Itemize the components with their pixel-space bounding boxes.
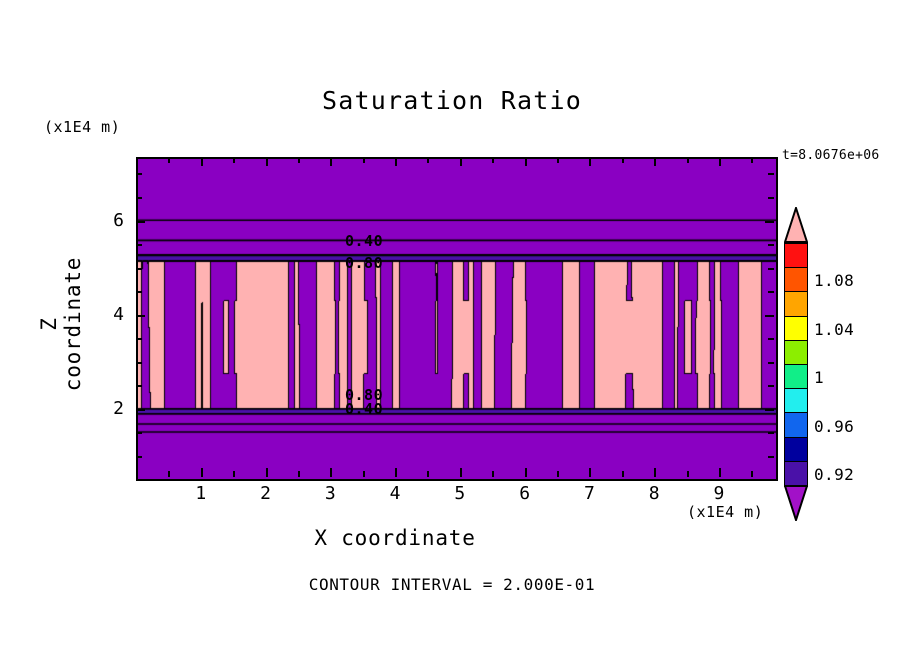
- colorbar-segment: [784, 315, 808, 342]
- x-tick-label: 2: [260, 483, 271, 504]
- colorbar-segment: [784, 291, 808, 318]
- colorbar-segment: [784, 436, 808, 463]
- colorbar-tick-label: 1.08: [814, 271, 855, 291]
- contour-interval-caption: CONTOUR INTERVAL = 2.000E-01: [308, 575, 596, 594]
- colorbar-segment: [784, 412, 808, 439]
- x-tick-label: 5: [454, 483, 466, 504]
- y-tick-label: 4: [113, 303, 124, 325]
- timestamp-annotation: t=8.0676e+06: [782, 148, 880, 163]
- colorbar-tick-label: 1: [814, 368, 825, 388]
- colorbar-segment: [784, 339, 808, 366]
- x-tick-label: 4: [389, 483, 401, 504]
- y-tick-label: 6: [113, 209, 124, 231]
- colorbar-segment: [784, 243, 808, 269]
- y-tick-label: 2: [113, 397, 124, 419]
- x-tick-label: 9: [713, 483, 725, 504]
- colorbar-segment: [784, 267, 808, 293]
- contour-plot-area: [136, 157, 778, 481]
- x-tick-label: 8: [648, 483, 660, 504]
- x-tick-label: 1: [195, 483, 207, 504]
- colorbar-tick-label: 0.92: [814, 465, 855, 484]
- y-axis-title: Z coordinate: [37, 256, 85, 392]
- colorbar: 1.08 1.04 1 0.96 0.92: [783, 204, 854, 524]
- colorbar-segment: [784, 460, 808, 487]
- colorbar-bottom-arrow: [783, 485, 809, 524]
- x-tick-label: 6: [519, 483, 531, 504]
- x-tick-label: 3: [324, 483, 336, 504]
- x-axis-unit-label: (x1E4 m): [687, 503, 764, 521]
- colorbar-top-arrow-outline: [783, 204, 809, 243]
- page-title: Saturation Ratio: [321, 86, 583, 115]
- colorbar-tick-label: 0.96: [814, 416, 855, 436]
- colorbar-segment: [784, 364, 808, 390]
- y-axis-unit-label: (x1E4 m): [44, 118, 121, 136]
- colorbar-segment: [784, 388, 808, 414]
- x-axis-title: X coordinate: [314, 526, 476, 550]
- saturation-ratio-field: [138, 159, 776, 479]
- colorbar-tick-label: 1.04: [814, 319, 855, 339]
- x-tick-label: 7: [583, 483, 595, 504]
